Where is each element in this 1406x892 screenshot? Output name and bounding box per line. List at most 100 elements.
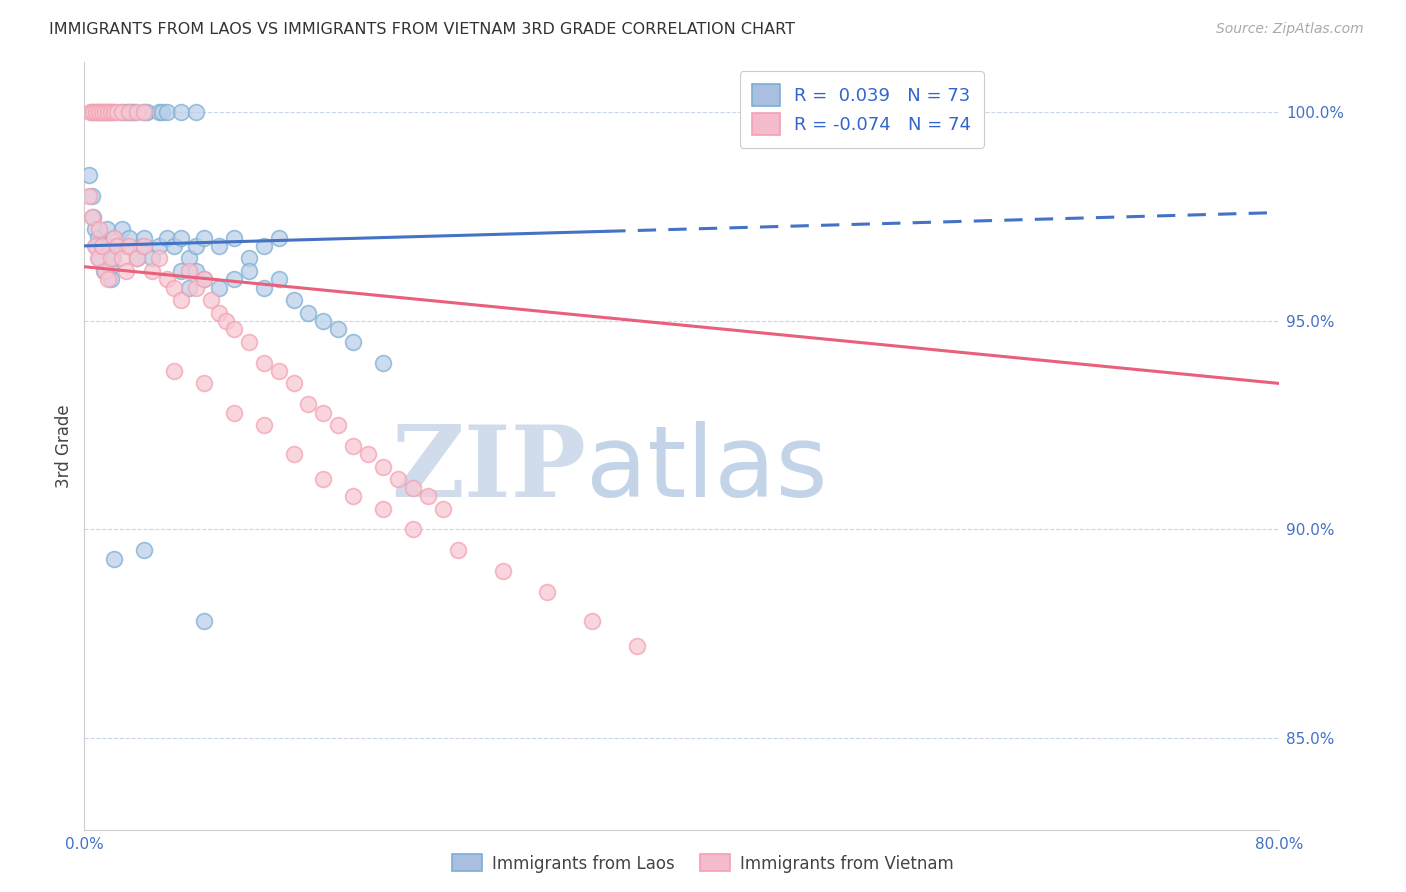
Point [536, 585, 558, 599]
Point [215, 314, 238, 328]
Point [177, 252, 200, 266]
Point [100, 105, 122, 120]
Point [89, 105, 111, 120]
Point [103, 551, 125, 566]
Point [91, 105, 114, 120]
Point [193, 376, 215, 391]
Point [177, 280, 200, 294]
Point [77, 168, 100, 182]
Point [111, 222, 134, 236]
Point [97, 272, 120, 286]
Point [91, 239, 114, 253]
Point [105, 239, 128, 253]
Point [402, 481, 425, 495]
Point [82, 105, 104, 120]
Point [111, 252, 134, 266]
Point [101, 252, 124, 266]
Text: atlas: atlas [586, 420, 828, 517]
Point [373, 356, 395, 370]
Point [136, 105, 159, 120]
Point [170, 264, 193, 278]
Point [193, 230, 215, 244]
Point [626, 639, 648, 653]
Point [115, 239, 138, 253]
Point [94, 105, 117, 120]
Point [125, 252, 148, 266]
Point [83, 222, 105, 236]
Point [132, 230, 156, 244]
Point [222, 406, 245, 420]
Point [89, 222, 111, 236]
Point [103, 230, 125, 244]
Point [83, 239, 105, 253]
Point [148, 252, 170, 266]
Point [373, 501, 395, 516]
Point [222, 230, 245, 244]
Point [103, 230, 125, 244]
Point [80, 189, 103, 203]
Legend: R =  0.039   N = 73, R = -0.074   N = 74: R = 0.039 N = 73, R = -0.074 N = 74 [740, 71, 984, 148]
Point [100, 252, 122, 266]
Point [432, 501, 454, 516]
Point [186, 280, 208, 294]
Point [129, 239, 152, 253]
Point [100, 272, 122, 286]
Point [118, 230, 141, 244]
Point [86, 105, 108, 120]
Point [387, 472, 409, 486]
Point [253, 418, 276, 433]
Text: ZIP: ZIP [391, 420, 586, 517]
Text: IMMIGRANTS FROM LAOS VS IMMIGRANTS FROM VIETNAM 3RD GRADE CORRELATION CHART: IMMIGRANTS FROM LAOS VS IMMIGRANTS FROM … [49, 22, 796, 37]
Point [186, 264, 208, 278]
Point [97, 105, 120, 120]
Point [132, 543, 156, 558]
Point [312, 314, 335, 328]
Point [328, 322, 350, 336]
Point [208, 280, 231, 294]
Point [86, 105, 108, 120]
Point [253, 356, 276, 370]
Point [238, 334, 260, 349]
Point [373, 459, 395, 474]
Point [97, 239, 120, 253]
Point [86, 239, 108, 253]
Point [155, 272, 177, 286]
Point [93, 264, 115, 278]
Point [87, 230, 110, 244]
Point [96, 222, 118, 236]
Point [132, 105, 156, 120]
Point [193, 614, 215, 628]
Point [312, 472, 335, 486]
Point [89, 105, 111, 120]
Point [342, 439, 364, 453]
Point [91, 239, 114, 253]
Point [193, 272, 215, 286]
Point [447, 543, 470, 558]
Point [238, 264, 260, 278]
Point [342, 489, 364, 503]
Point [105, 239, 128, 253]
Point [103, 105, 125, 120]
Point [125, 105, 148, 120]
Point [163, 239, 186, 253]
Point [170, 230, 193, 244]
Point [163, 364, 186, 378]
Point [124, 105, 146, 120]
Point [253, 239, 276, 253]
Point [581, 614, 603, 628]
Point [80, 105, 103, 120]
Point [186, 239, 208, 253]
Point [186, 105, 208, 120]
Point [148, 239, 170, 253]
Point [141, 264, 163, 278]
Text: Source: ZipAtlas.com: Source: ZipAtlas.com [1216, 22, 1364, 37]
Point [77, 189, 100, 203]
Point [208, 305, 231, 319]
Point [91, 105, 114, 120]
Point [155, 230, 177, 244]
Y-axis label: 3rd Grade: 3rd Grade [55, 404, 73, 488]
Point [118, 239, 141, 253]
Point [283, 376, 305, 391]
Point [105, 105, 128, 120]
Point [416, 489, 439, 503]
